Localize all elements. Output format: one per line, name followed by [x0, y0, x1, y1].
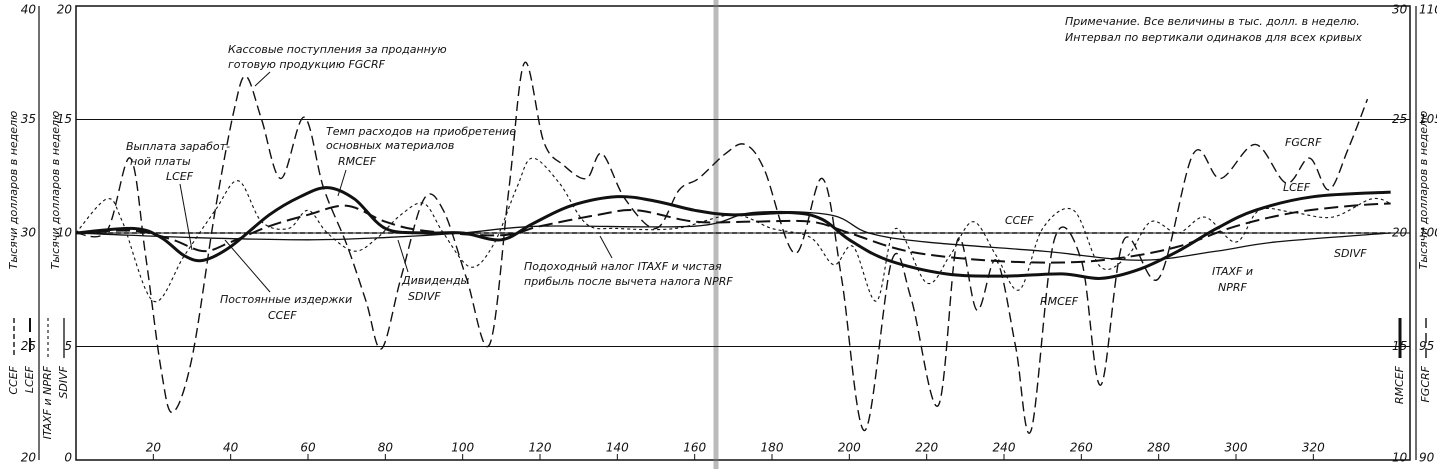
x-tick-label: 200: [838, 441, 861, 455]
curve-label: CCEF: [1005, 214, 1034, 227]
annotation: RMCEF: [338, 155, 377, 168]
y-outer-tick-label: 40: [21, 3, 37, 17]
series-line: [75, 186, 1391, 280]
annotation: Выплата заработ-: [126, 140, 230, 153]
y2-tick-label: 10: [1392, 451, 1408, 465]
annotation: Дивиденды: [401, 274, 470, 287]
legend-label: LCEF: [23, 365, 36, 393]
x-tick-label: 120: [529, 441, 552, 455]
y3-tick-label: 100: [1419, 226, 1437, 240]
y2-tick-label: 25: [1392, 112, 1407, 126]
x-tick-label: 20: [146, 441, 162, 455]
annotation: основных материалов: [326, 139, 454, 152]
y-tick-label: 15: [57, 112, 72, 126]
x-tick-label: 240: [993, 441, 1016, 455]
y3-tick-label: 105: [1419, 112, 1437, 126]
y3-tick-label: 110: [1419, 3, 1437, 17]
x-tick-label: 320: [1302, 441, 1325, 455]
curve-label: ITAXF и: [1212, 265, 1253, 278]
leader-line: [254, 71, 271, 87]
x-tick-label: 80: [378, 441, 394, 455]
curve-label: LCEF: [1283, 181, 1311, 194]
x-tick-label: 140: [606, 441, 629, 455]
series-line: [75, 61, 1369, 434]
annotation: готовую продукцию FGCRF: [228, 58, 386, 71]
y2-tick-label: 20: [1392, 226, 1408, 240]
annotation: Кассовые поступления за проданную: [228, 43, 447, 56]
annotation: ной платы: [130, 155, 191, 168]
note: Примечание. Все величины в тыс. долл. в …: [1065, 15, 1360, 28]
annotation: LCEF: [166, 170, 194, 183]
y-tick-label: 10: [57, 226, 73, 240]
x-tick-label: 220: [915, 441, 938, 455]
series-line: [75, 210, 1391, 261]
leader-line: [599, 235, 613, 259]
y-outer-tick-label: 20: [21, 451, 37, 465]
legend-label: CCEF: [7, 365, 20, 394]
curve-label: RMCEF: [1040, 295, 1079, 308]
annotation: прибыль после вычета налога NPRF: [524, 275, 733, 288]
annotation: Подоходный налог ITAXF и чистая: [524, 260, 722, 273]
curve-label: NPRF: [1218, 281, 1248, 294]
legend-label: FGCRF: [1419, 365, 1432, 402]
annotation: SDIVF: [408, 290, 441, 303]
y-tick-label: 20: [57, 3, 73, 17]
x-tick-label: 180: [761, 441, 784, 455]
y-axis-title: Тысячи долларов в неделю: [7, 111, 20, 270]
y2-axis-title: Тысячи долларов в неделю: [1417, 111, 1430, 270]
x-tick-label: 100: [451, 441, 474, 455]
legend-label: SDIVF: [57, 365, 70, 398]
y2-tick-label: 30: [1392, 3, 1408, 17]
leader-line: [179, 183, 193, 251]
annotation: Темп расходов на приобретение: [326, 125, 516, 138]
x-tick-label: 300: [1225, 441, 1248, 455]
y-axis-title: Тысячи долларов в неделю: [49, 111, 62, 270]
y-tick-label: 5: [64, 339, 72, 353]
x-tick-label: 280: [1147, 441, 1170, 455]
annotation: CCEF: [268, 309, 297, 322]
curve-label: SDIVF: [1334, 247, 1367, 260]
curve-label: FGCRF: [1285, 136, 1322, 149]
x-tick-label: 160: [683, 441, 706, 455]
x-tick-label: 60: [300, 441, 316, 455]
x-tick-label: 260: [1070, 441, 1093, 455]
y3-tick-label: 95: [1419, 339, 1434, 353]
y-outer-tick-label: 35: [21, 112, 36, 126]
leader-line: [224, 239, 271, 293]
leader-line: [397, 239, 409, 273]
y-tick-label: 0: [64, 451, 72, 465]
y-outer-tick-label: 25: [21, 339, 36, 353]
annotation: Постоянные издержки: [220, 293, 352, 306]
y-outer-tick-label: 30: [21, 226, 37, 240]
y3-tick-label: 90: [1419, 451, 1435, 465]
legend-label: RMCEF: [1393, 365, 1406, 404]
note: Интервал по вертикали одинаков для всех …: [1065, 31, 1362, 44]
legend-label: ITAXF и NPRF: [41, 365, 54, 439]
x-tick-label: 40: [223, 441, 239, 455]
